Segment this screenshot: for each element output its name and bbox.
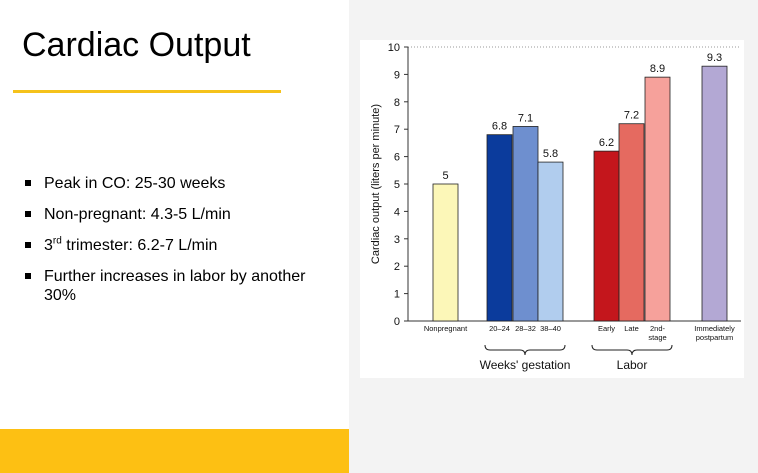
bullet-text: trimester: 6.2-7 L/min xyxy=(61,237,218,254)
bullet-item: Further increases in labor by another 30… xyxy=(22,267,332,305)
x-tick-label: postpartum xyxy=(696,333,734,342)
bar-early xyxy=(593,150,620,322)
title-underline xyxy=(13,90,281,93)
chart-container: 0 1 2 3 4 5 6 7 8 9 10 Cardiac output (liters per m… xyxy=(360,40,744,378)
y-tick-label: 1 xyxy=(394,289,400,301)
bar-immediately-postpartum xyxy=(701,65,728,322)
bullet-square-icon xyxy=(25,211,31,217)
cardiac-output-chart: 0 1 2 3 4 5 6 7 8 9 10 Cardiac output (liters per m… xyxy=(370,42,741,372)
x-tick-label: 28–32 xyxy=(515,324,536,333)
x-tick-label: stage xyxy=(648,333,666,342)
group-brace xyxy=(591,344,673,356)
y-tick-label: 4 xyxy=(394,206,400,218)
bullet-superscript: rd xyxy=(52,235,62,247)
bar-value-label: 6.8 xyxy=(492,121,507,133)
y-axis-title: Cardiac output (liters per minute) xyxy=(370,104,382,264)
bar-28–32 xyxy=(512,126,539,322)
y-tick-label: 5 xyxy=(394,179,400,191)
bar-late xyxy=(618,123,645,322)
y-tick-label: 2 xyxy=(394,261,400,273)
bullet-item: 3rd trimester: 6.2-7 L/min xyxy=(22,236,332,255)
bar-2nd--stage xyxy=(644,76,671,322)
y-tick-label: 8 xyxy=(394,97,400,109)
bar-value-label: 5 xyxy=(442,170,448,182)
bullet-item: Non-pregnant: 4.3-5 L/min xyxy=(22,205,332,224)
bullet-square-icon xyxy=(25,180,31,186)
bar-value-label: 7.2 xyxy=(624,110,639,122)
bullet-square-icon xyxy=(25,242,31,248)
bar-value-label: 9.3 xyxy=(707,52,722,64)
bullet-square-icon xyxy=(25,273,31,279)
bullet-text: Further increases in labor by another 30… xyxy=(44,268,306,304)
bar-value-label: 6.2 xyxy=(599,137,614,149)
group-brace xyxy=(484,344,566,356)
bullet-text: Non-pregnant: 4.3-5 L/min xyxy=(44,206,231,223)
bar-38–40 xyxy=(537,161,564,322)
bullet-text: 3 xyxy=(44,237,53,254)
slide-title: Cardiac Output xyxy=(22,26,251,64)
y-tick-label: 3 xyxy=(394,234,400,246)
bullet-list: Peak in CO: 25-30 weeks Non-pregnant: 4.… xyxy=(22,174,332,317)
x-tick-label: 38–40 xyxy=(540,324,561,333)
y-tick-label: 6 xyxy=(394,152,400,164)
bar-value-label: 5.8 xyxy=(543,148,558,160)
y-tick-label: 10 xyxy=(388,42,400,54)
x-tick-label: 2nd- xyxy=(650,324,666,333)
group-label: Weeks' gestation xyxy=(480,358,571,372)
x-tick-label: Nonpregnant xyxy=(424,324,468,333)
bar-nonpregnant xyxy=(432,183,459,322)
bar-20–24 xyxy=(486,134,513,322)
content-panel: Cardiac Output Peak in CO: 25-30 weeks N… xyxy=(0,0,349,473)
footer-accent-bar xyxy=(0,429,349,473)
x-tick-label: 20–24 xyxy=(489,324,510,333)
bar-value-label: 8.9 xyxy=(650,63,665,75)
y-tick-label: 0 xyxy=(394,316,400,328)
y-tick-label: 9 xyxy=(394,69,400,81)
group-label: Labor xyxy=(617,358,648,372)
x-tick-label: Early xyxy=(598,324,615,333)
bullet-item: Peak in CO: 25-30 weeks xyxy=(22,174,332,193)
y-tick-label: 7 xyxy=(394,124,400,136)
bullet-text: Peak in CO: 25-30 weeks xyxy=(44,175,226,192)
x-tick-label: Immediately xyxy=(694,324,735,333)
bar-value-label: 7.1 xyxy=(518,112,533,124)
x-tick-label: Late xyxy=(624,324,639,333)
